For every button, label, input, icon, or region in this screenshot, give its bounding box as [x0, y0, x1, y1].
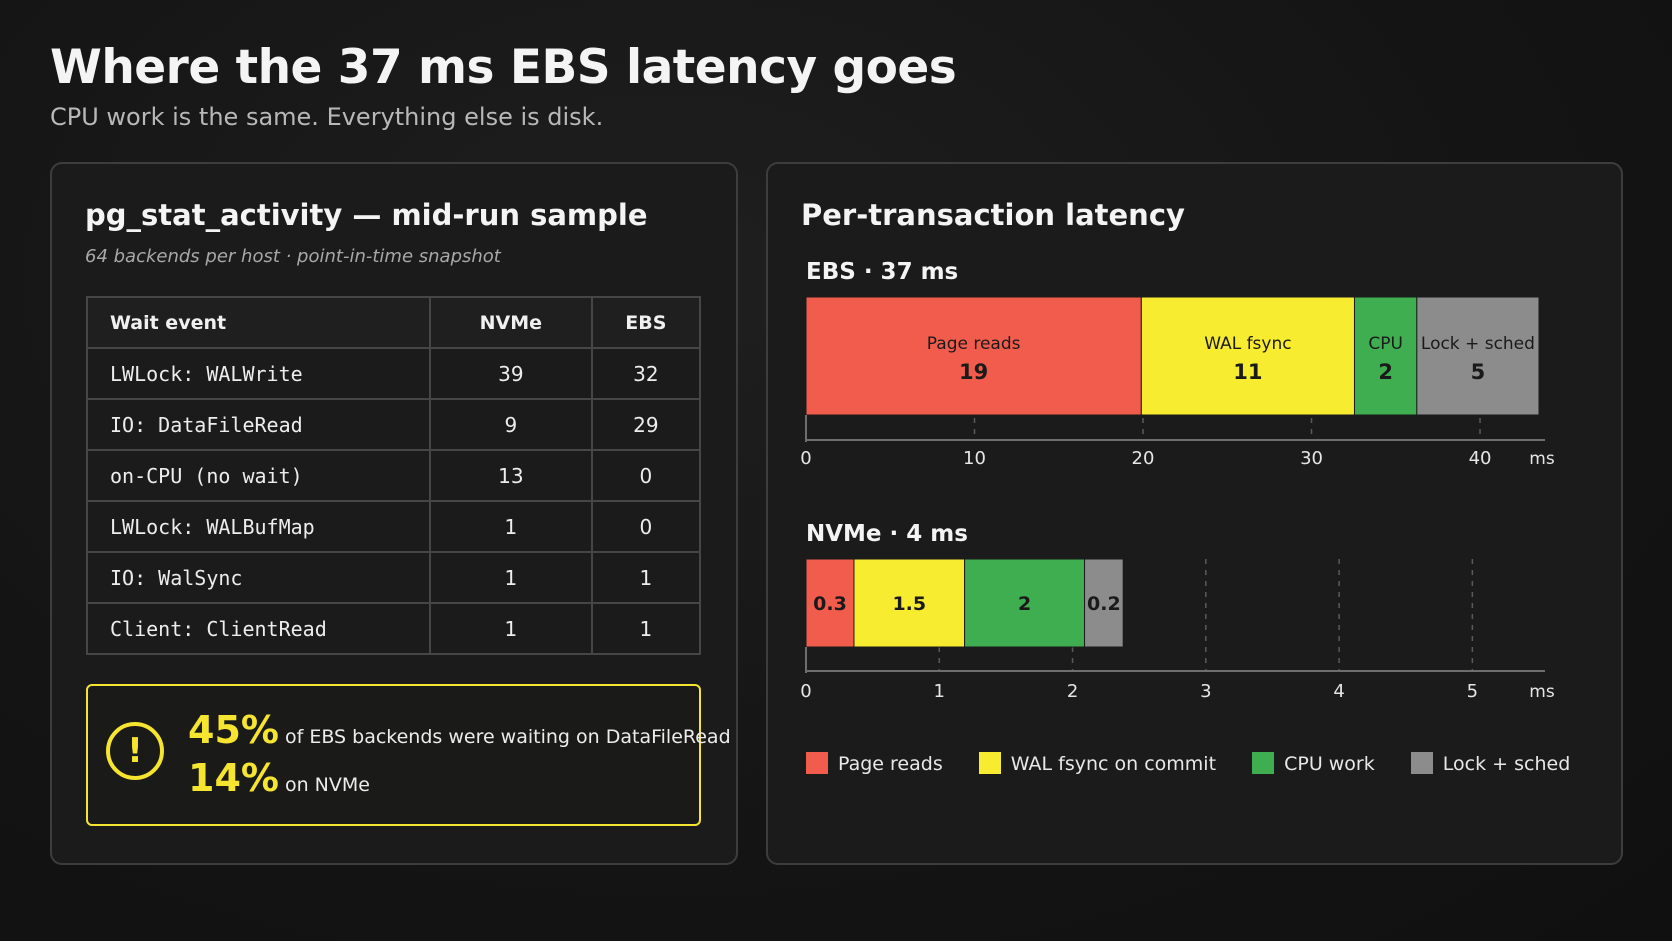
nvme-bar-heading: NVMe · 4 ms	[806, 521, 968, 547]
table-row: IO: DataFileRead 9 29	[86, 398, 702, 451]
nvme-segment-2	[853, 558, 966, 648]
ebs-segment-label: Lock + sched	[1421, 334, 1535, 354]
column-header-ebs: EBS	[590, 296, 702, 349]
column-header-nvme: NVMe	[429, 296, 593, 349]
legend-swatch	[806, 752, 828, 774]
legend-label: WAL fsync on commit	[1010, 753, 1217, 775]
table-row: Client: ClientRead 1 1	[86, 602, 702, 655]
wait-events-caption: 64 backends per host · point-in-time sna…	[85, 246, 501, 267]
nvme-segment-1	[805, 558, 855, 648]
legend-label: CPU work	[1284, 753, 1375, 775]
nvme-axis-unit: ms	[1529, 682, 1555, 702]
ebs-segment-2	[1140, 296, 1355, 416]
nvme-segment-value: 0.3	[813, 593, 847, 615]
nvme-segment-4	[1084, 558, 1124, 648]
legend-swatch	[978, 752, 1001, 774]
ebs-count-cell: 0	[590, 449, 702, 502]
callout-ebs-percent: 45%	[188, 708, 279, 752]
ebs-tick-label: 20	[1132, 448, 1155, 469]
ebs-count-cell: 32	[590, 347, 702, 400]
nvme-count-cell: 1	[429, 602, 593, 655]
table-row: LWLock: WALWrite 39 32	[86, 347, 702, 400]
ebs-bar-heading: EBS · 37 ms	[806, 259, 959, 285]
table-row: IO: WalSync 1 1	[86, 551, 702, 604]
wait-event-cell: IO: DataFileRead	[86, 398, 431, 451]
wait-events-title: pg_stat_activity — mid-run sample	[85, 198, 648, 232]
callout-nvme-text: on NVMe	[284, 774, 370, 796]
legend-item-cpu-work: CPU work	[1252, 752, 1375, 775]
ebs-count-cell: 1	[590, 602, 702, 655]
legend-item-page-reads: Page reads	[806, 752, 943, 775]
warning-circle-icon: !	[106, 722, 164, 780]
ebs-tick-label: 30	[1300, 448, 1323, 469]
wait-event-cell: IO: WalSync	[86, 551, 431, 604]
nvme-count-cell: 1	[429, 500, 593, 553]
latency-title: Per-transaction latency	[801, 198, 1185, 232]
ebs-axis-unit: ms	[1529, 449, 1555, 469]
datafileread-callout: ! 45% of EBS backends were waiting on Dat…	[86, 684, 731, 826]
nvme-segment-value: 0.2	[1087, 593, 1121, 615]
ebs-segment-value: 19	[959, 360, 988, 384]
callout-ebs-text: of EBS backends were waiting on DataFile…	[284, 726, 731, 748]
callout-nvme-line: 14% on NVMe	[188, 756, 370, 800]
wait-event-cell: on-CPU (no wait)	[86, 449, 431, 502]
nvme-tick-label: 4	[1333, 681, 1344, 702]
nvme-segment-value: 2	[1018, 593, 1031, 615]
table-row: LWLock: WALBufMap 1 0	[86, 500, 702, 553]
nvme-segment-value: 1.5	[892, 593, 926, 615]
ebs-segment-value: 2	[1378, 360, 1393, 384]
latency-chart: Page reads 19 WAL fsync 11 CPU 2 Lock + sched 5…	[800, 296, 1555, 702]
column-header-wait-event: Wait event	[86, 296, 431, 349]
nvme-count-cell: 39	[429, 347, 593, 400]
nvme-tick-label: 2	[1067, 681, 1078, 702]
wait-event-cell: LWLock: WALBufMap	[86, 500, 431, 553]
ebs-segment-label: WAL fsync	[1204, 334, 1291, 354]
ebs-segment-value: 11	[1233, 360, 1262, 384]
ebs-segment-label: Page reads	[927, 334, 1021, 354]
nvme-count-cell: 9	[429, 398, 593, 451]
wait-events-table: Wait event NVMe EBS LWLock: WALWrite 39 …	[86, 296, 702, 655]
wait-event-cell: Client: ClientRead	[86, 602, 431, 655]
page-title: Where the 37 ms EBS latency goes	[50, 40, 957, 95]
latency-panel: Per-transaction latency EBS · 37 ms NVMe…	[766, 162, 1623, 865]
ebs-count-cell: 29	[590, 398, 702, 451]
wait-events-panel: pg_stat_activity — mid-run sample 64 bac…	[50, 162, 738, 865]
ebs-count-cell: 0	[590, 500, 702, 553]
wait-event-cell: LWLock: WALWrite	[86, 347, 431, 400]
nvme-tick-label: 3	[1200, 681, 1211, 702]
table-header-row: Wait event NVMe EBS	[86, 296, 702, 349]
legend-swatch	[1410, 752, 1433, 774]
ebs-count-cell: 1	[590, 551, 702, 604]
ebs-segment-4	[1416, 296, 1540, 416]
nvme-count-cell: 13	[429, 449, 593, 502]
nvme-tick-label: 1	[934, 681, 945, 702]
ebs-segment-3	[1353, 296, 1418, 416]
callout-ebs-line: 45% of EBS backends were waiting on DataF…	[188, 708, 731, 752]
ebs-segment-label: CPU	[1368, 334, 1403, 354]
callout-nvme-percent: 14%	[188, 756, 279, 800]
legend-swatch	[1252, 752, 1275, 774]
table-row: on-CPU (no wait) 13 0	[86, 449, 702, 502]
nvme-count-cell: 1	[429, 551, 593, 604]
ebs-tick-label: 0	[800, 448, 811, 469]
legend-item-wal-fsync: WAL fsync on commit	[978, 752, 1217, 775]
nvme-tick-label: 0	[800, 681, 811, 702]
legend-item-lock-sched: Lock + sched	[1410, 752, 1571, 775]
nvme-tick-label: 5	[1467, 681, 1478, 702]
ebs-segment-1	[805, 296, 1142, 416]
ebs-segment-value: 5	[1471, 360, 1486, 384]
ebs-tick-label: 10	[963, 448, 986, 469]
legend-label: Lock + sched	[1442, 753, 1571, 775]
chart-legend: Page reads WAL fsync on commit CPU work …	[806, 752, 1600, 775]
page-subtitle: CPU work is the same. Everything else is…	[50, 103, 604, 131]
legend-label: Page reads	[838, 753, 943, 775]
ebs-tick-label: 40	[1469, 448, 1492, 469]
